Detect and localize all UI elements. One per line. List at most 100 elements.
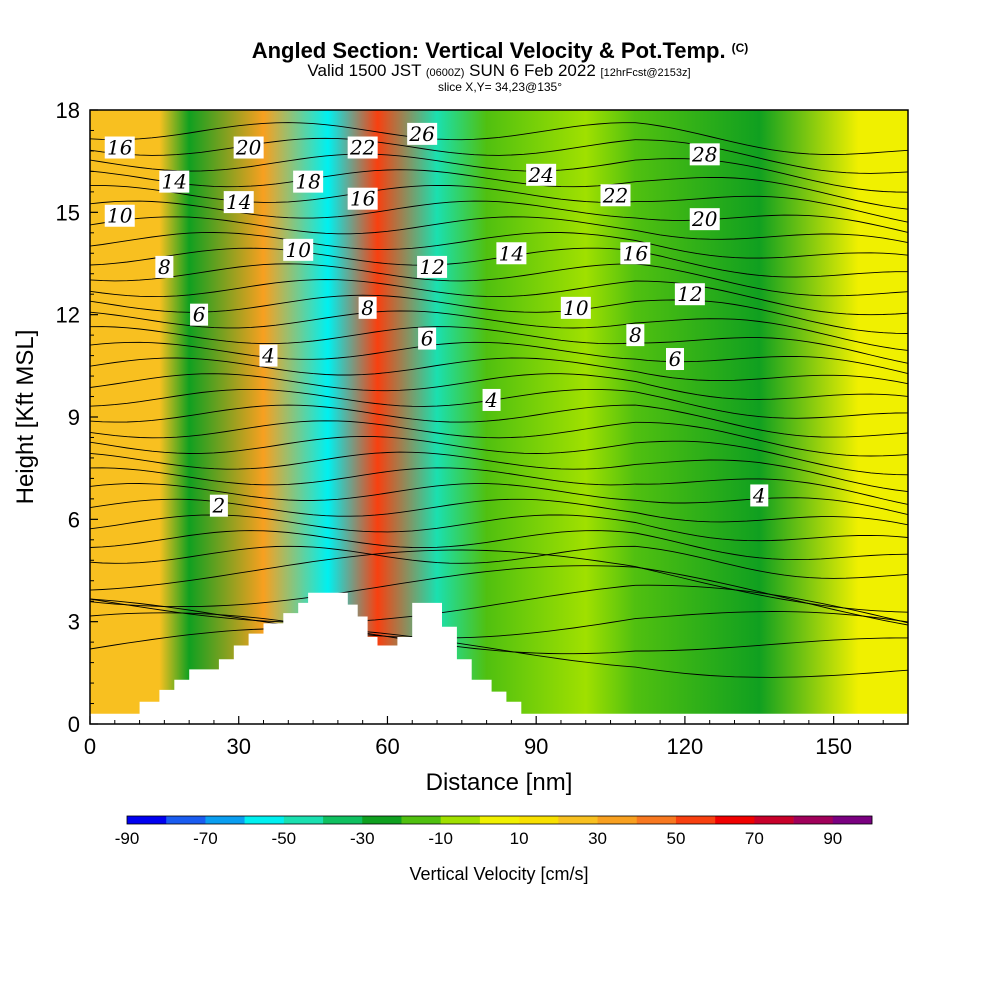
colorbar-tick-label: -10 (428, 829, 453, 848)
isentrope-label: 8 (155, 255, 174, 279)
valid-time-local: Valid 1500 JST (307, 61, 422, 80)
isentrope-label: 24 (526, 163, 557, 187)
isentrope-line (90, 310, 908, 351)
colorbar-tick-label: 50 (666, 829, 685, 848)
colorbar-swatch (793, 816, 834, 824)
colorbar-tick-label: 70 (745, 829, 764, 848)
forecast-info: [12hrFcst@2153z] (600, 67, 691, 79)
colorbar-tick-label: 90 (823, 829, 842, 848)
isentrope-label-text: 12 (677, 282, 702, 306)
chart-title-block: Angled Section: Vertical Velocity & Pot.… (0, 36, 1000, 94)
isentrope-line (90, 341, 908, 375)
isentrope-label: 8 (626, 323, 645, 347)
colorbar-swatch (597, 816, 638, 824)
isentrope-line (90, 263, 908, 297)
copyright-mark: (C) (731, 41, 749, 55)
colorbar-swatch (166, 816, 206, 824)
terrain-mask (90, 592, 908, 724)
isentrope-label: 26 (407, 122, 438, 146)
y-tick-label: 9 (68, 405, 80, 430)
isentrope-lines (90, 122, 908, 678)
isentrope-line (90, 326, 908, 364)
isentrope-label: 6 (190, 303, 209, 327)
chart-title-text: Angled Section: Vertical Velocity & Pot.… (251, 38, 726, 63)
colorbar-tick-label: -50 (272, 829, 297, 848)
valid-time-line: Valid 1500 JST (0600Z) SUN 6 Feb 2022 [1… (0, 61, 1000, 81)
isentrope-label-text: 4 (484, 388, 498, 412)
isentrope-line (90, 420, 908, 457)
colorbar-swatch (362, 816, 402, 824)
isentrope-label: 14 (496, 241, 527, 265)
x-tick-label: 60 (375, 734, 399, 759)
colorbar-swatch (558, 816, 598, 824)
isentrope-label-text: 20 (235, 136, 262, 160)
isentrope-label: 28 (689, 142, 720, 166)
isentrope-line (90, 565, 908, 626)
isentrope-label: 16 (347, 187, 378, 211)
isentrope-label: 14 (159, 170, 190, 194)
x-tick-label: 120 (667, 734, 704, 759)
isentrope-label-text: 10 (563, 296, 589, 320)
y-tick-label: 18 (56, 98, 80, 123)
colorbar-swatch (283, 816, 324, 824)
colorbar-swatch (401, 816, 441, 824)
isentrope-label: 18 (293, 170, 324, 194)
isentrope-line (90, 294, 908, 334)
x-tick-label: 30 (226, 734, 250, 759)
y-tick-label: 15 (56, 200, 80, 225)
isentrope-label-text: 16 (623, 241, 649, 265)
colorbar-swatch (832, 816, 873, 824)
isentrope-label: 6 (418, 327, 437, 351)
isentrope-line (90, 598, 908, 639)
y-tick-label: 3 (68, 610, 80, 635)
isentrope-label: 22 (347, 136, 378, 160)
isentrope-label: 4 (482, 388, 501, 412)
colorbar-tick-label: -30 (350, 829, 375, 848)
colorbar-swatch (754, 816, 794, 824)
isentrope-label: 16 (620, 241, 651, 265)
y-tick-label: 0 (68, 712, 80, 737)
colorbar-tick-label: 30 (588, 829, 607, 848)
isentrope-label-text: 8 (158, 255, 171, 279)
isentrope-label: 2 (209, 494, 228, 518)
valid-time-utc: (0600Z) (425, 67, 465, 79)
isentrope-label-text: 14 (162, 170, 187, 194)
isentrope-label: 20 (689, 207, 720, 231)
isentrope-label-text: 26 (408, 122, 435, 146)
y-tick-label: 12 (56, 303, 80, 328)
isentrope-label-text: 4 (261, 344, 275, 368)
isentrope-label-text: 4 (752, 483, 766, 507)
isentrope-line (90, 216, 908, 244)
isentrope-line (90, 628, 908, 678)
isentrope-line (90, 545, 908, 579)
isentrope-line (90, 169, 908, 210)
isentrope-label-text: 28 (691, 142, 717, 166)
isentrope-line (90, 451, 908, 493)
colorbar-frame (126, 815, 873, 825)
colorbar-swatch (244, 816, 285, 824)
colorbar-swatch (715, 816, 755, 824)
isentrope-label-text: 22 (602, 183, 628, 207)
isentrope-label-text: 12 (419, 255, 444, 279)
plot-area (90, 110, 908, 724)
colorbar-swatch (675, 816, 716, 824)
colorbar-swatch (519, 816, 559, 824)
y-tick-label: 6 (68, 507, 80, 532)
isentrope-label-text: 6 (421, 327, 434, 351)
isentrope-line (90, 404, 908, 438)
isentrope-label-text: 8 (361, 296, 374, 320)
isentrope-label-text: 24 (527, 163, 553, 187)
isentrope-label: 22 (600, 183, 631, 207)
colorbar-swatch (323, 816, 363, 824)
colorbar-tick-label: -90 (115, 829, 140, 848)
colorbar-swatch (479, 816, 520, 824)
isentrope-label-text: 16 (350, 187, 376, 211)
isentrope-label: 10 (104, 204, 135, 228)
isentrope-line (90, 357, 908, 385)
valid-date: SUN 6 Feb 2022 (469, 61, 596, 80)
isentrope-line (90, 435, 908, 476)
isentrope-label-text: 18 (295, 170, 320, 194)
isentrope-line (90, 467, 908, 505)
isentrope-label: 4 (259, 344, 278, 368)
isentrope-line (90, 232, 908, 259)
